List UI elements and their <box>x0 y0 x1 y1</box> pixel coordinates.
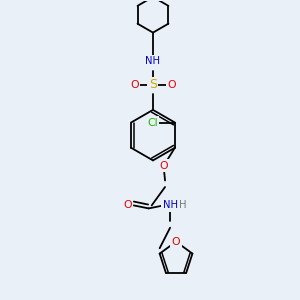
Text: O: O <box>167 80 176 90</box>
Text: Cl: Cl <box>147 118 158 128</box>
Text: O: O <box>123 200 132 210</box>
Text: O: O <box>159 160 168 171</box>
Text: NH: NH <box>146 56 160 66</box>
Text: H: H <box>179 200 186 210</box>
Text: NH: NH <box>163 200 178 210</box>
Text: O: O <box>130 80 139 90</box>
Text: O: O <box>172 237 180 247</box>
Text: S: S <box>149 78 157 91</box>
